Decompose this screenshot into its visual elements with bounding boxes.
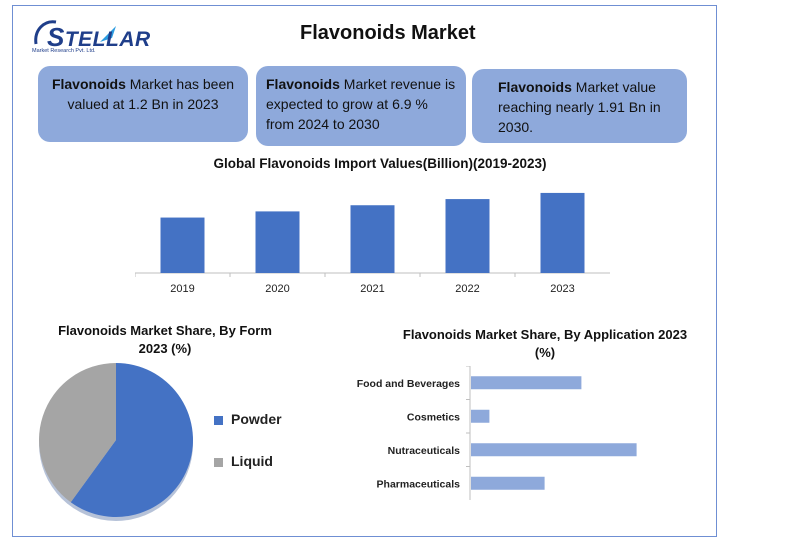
form-share-pie-chart (38, 363, 193, 521)
y-tick-label-cosmetics: Cosmetics (407, 411, 460, 423)
bar-food-and-beverages (471, 376, 582, 390)
application-chart-title: Flavonoids Market Share, By Application … (392, 326, 698, 362)
logo-word: TELLAR (64, 28, 151, 51)
bar-2019 (160, 217, 205, 273)
pie-legend: Powder Liquid (214, 409, 282, 471)
form-chart-title: Flavonoids Market Share, By Form 2023 (%… (45, 322, 285, 358)
bar-2022 (445, 199, 490, 273)
legend-item-powder: Powder (214, 409, 282, 429)
stellar-logo: STELLAR Market Research Pvt. Ltd. (30, 12, 150, 58)
logo-text: STELLAR (47, 22, 151, 53)
stat-box-valuation: Flavonoids Market has been valued at 1.2… (38, 66, 248, 142)
x-tick-label-2022: 2022 (455, 283, 479, 295)
bar-nutraceuticals (471, 443, 637, 457)
pie-slice-powder (70, 363, 193, 517)
logo-subtitle: Market Research Pvt. Ltd. (32, 48, 96, 54)
bar-2023 (540, 192, 585, 273)
bar-2021 (350, 205, 395, 273)
stat-text-2: Market revenue is expected to grow at 6.… (266, 76, 456, 132)
stat-text-1: Market has been valued at 1.2 Bn in 2023 (67, 76, 235, 112)
pie-slice-liquid (38, 363, 117, 503)
x-tick-label-2021: 2021 (360, 283, 384, 295)
form-chart-title-text: Flavonoids Market Share, By Form 2023 (%… (58, 323, 272, 356)
legend-swatch-powder (214, 415, 223, 425)
y-tick-label-food-and-beverages: Food and Beverages (357, 378, 460, 390)
application-chart-title-text: Flavonoids Market Share, By Application … (402, 327, 688, 360)
x-tick-label-2023: 2023 (550, 283, 574, 295)
x-tick-label-2020: 2020 (265, 283, 289, 295)
logo-s-letter: S (47, 22, 65, 52)
stat-box-forecast: Flavonoids Market value reaching nearly … (472, 69, 687, 143)
x-tick-label-2019: 2019 (170, 283, 194, 295)
stat-text-3: Market value reaching nearly 1.91 Bn in … (498, 79, 661, 135)
logo-swoosh-icon (34, 20, 116, 45)
import-chart-title: Global Flavonoids Import Values(Billion)… (213, 156, 547, 171)
bar-pharmaceuticals (471, 476, 545, 490)
application-share-bar-chart: Food and Beverages Cosmetics Nutraceutical… (357, 366, 637, 500)
y-tick-label-nutraceuticals: Nutraceuticals (388, 445, 461, 457)
stat-bold-2: Flavonoids (266, 76, 340, 92)
y-tick-label-pharmaceuticals: Pharmaceuticals (377, 478, 461, 490)
legend-swatch-liquid (214, 457, 223, 467)
page-title: Flavonoids Market (300, 22, 476, 44)
legend-label-powder: Powder (231, 411, 282, 427)
stat-box-growth: Flavonoids Market revenue is expected to… (256, 66, 466, 146)
legend-item-liquid: Liquid (214, 451, 282, 471)
import-values-bar-chart: 2019 2020 2021 2022 2023 (135, 192, 610, 295)
bar-cosmetics (471, 409, 490, 423)
stat-bold-1: Flavonoids (51, 76, 126, 92)
bar-2020 (255, 211, 300, 273)
legend-label-liquid: Liquid (231, 453, 273, 469)
stat-bold-3: Flavonoids (498, 79, 572, 95)
